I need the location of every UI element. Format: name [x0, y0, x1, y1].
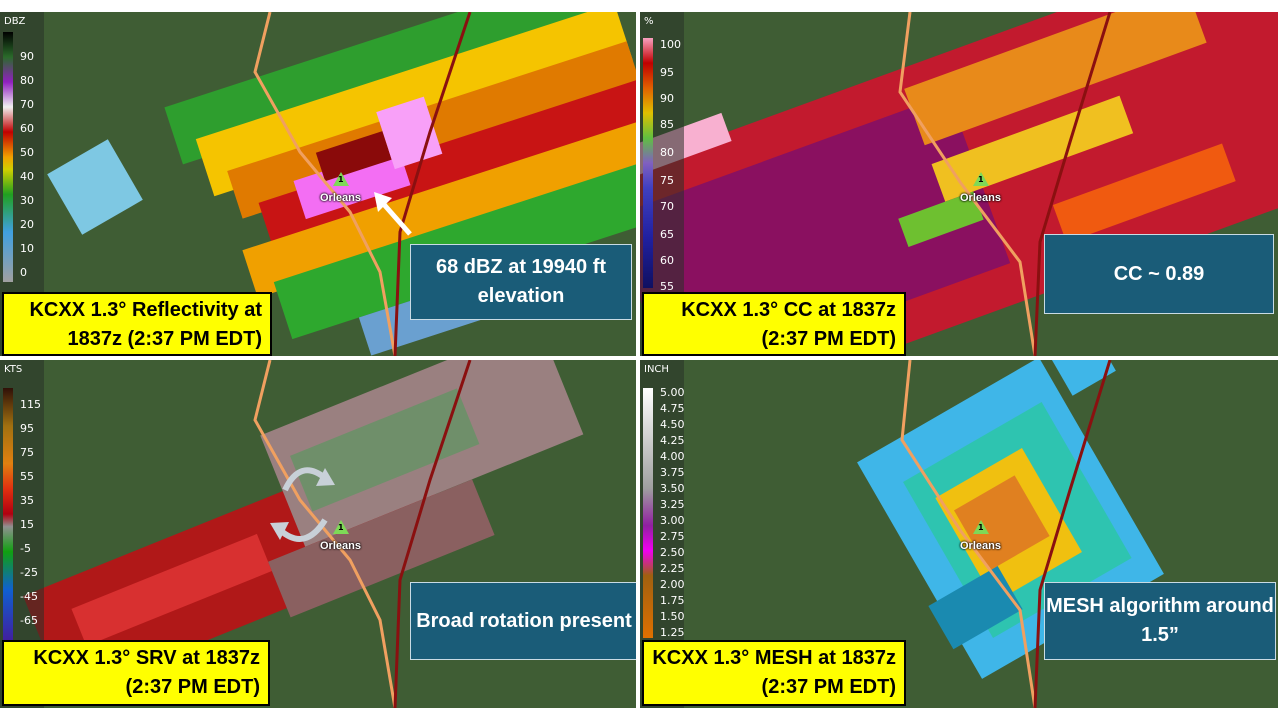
orleans-marker-icon: 1	[973, 520, 989, 534]
scale-tick: 80	[20, 74, 34, 87]
scale-unit: DBZ	[4, 16, 26, 27]
scale-tick: 40	[20, 170, 34, 183]
scale-tick: 3.25	[660, 498, 685, 511]
srv-panel: KTS 115 95 75 55 35 15 -5 -25 -45 -65 1 …	[0, 360, 636, 708]
scale-tick: 95	[660, 66, 674, 79]
note-box: MESH algorithm around 1.5”	[1044, 582, 1276, 660]
scale-tick: 4.75	[660, 402, 685, 415]
panel-title: KCXX 1.3° Reflectivity at 1837z (2:37 PM…	[2, 292, 272, 356]
scale-tick: 4.00	[660, 450, 685, 463]
scale-tick: 1.50	[660, 610, 685, 623]
scale-tick: -65	[20, 614, 38, 627]
reflectivity-panel: DBZ 90 80 70 60 50 40 30 20 10 0 1 Orlea…	[0, 12, 636, 356]
scale-tick: 70	[660, 200, 674, 213]
scale-tick: 5.00	[660, 386, 685, 399]
town-label: Orleans	[960, 540, 1001, 552]
rotation-icon	[270, 467, 335, 542]
scale-tick: 95	[20, 422, 34, 435]
scale-tick: 35	[20, 494, 34, 507]
note-box: Broad rotation present	[410, 582, 636, 660]
scale-tick: -45	[20, 590, 38, 603]
scale-tick: 1.25	[660, 626, 685, 639]
town-label: Orleans	[320, 540, 361, 552]
mesh-radar-map	[640, 360, 1278, 708]
scale-tick: 115	[20, 398, 41, 411]
scale-tick: 90	[20, 50, 34, 63]
scale-tick: 85	[660, 118, 674, 131]
note-box: 68 dBZ at 19940 ft elevation	[410, 244, 632, 320]
scale-tick: 2.50	[660, 546, 685, 559]
scale-tick: 2.75	[660, 530, 685, 543]
orleans-marker-icon: 1	[333, 172, 349, 186]
scale-unit: KTS	[4, 364, 23, 375]
panel-title: KCXX 1.3° SRV at 1837z (2:37 PM EDT)	[2, 640, 270, 706]
scale-tick: -5	[20, 542, 31, 555]
scale-tick: 4.50	[660, 418, 685, 431]
reflectivity-radar-map	[0, 12, 636, 356]
scale-tick: 90	[660, 92, 674, 105]
scale-tick: 3.00	[660, 514, 685, 527]
scale-tick: 80	[660, 146, 674, 159]
dbz-color-bar	[3, 32, 13, 282]
panel-title: KCXX 1.3° MESH at 1837z (2:37 PM EDT)	[642, 640, 906, 706]
scale-tick: -25	[20, 566, 38, 579]
orleans-marker-icon: 1	[973, 172, 989, 186]
orleans-marker-icon: 1	[333, 520, 349, 534]
scale-tick: 55	[660, 280, 674, 293]
scale-unit: INCH	[644, 364, 669, 375]
scale-tick: 55	[20, 470, 34, 483]
town-label: Orleans	[320, 192, 361, 204]
scale-tick: 3.50	[660, 482, 685, 495]
scale-tick: 10	[20, 242, 34, 255]
scale-tick: 20	[20, 218, 34, 231]
scale-tick: 70	[20, 98, 34, 111]
scale-tick: 60	[660, 254, 674, 267]
scale-unit: %	[644, 16, 654, 27]
scale-tick: 60	[20, 122, 34, 135]
scale-tick: 75	[20, 446, 34, 459]
scale-tick: 4.25	[660, 434, 685, 447]
mesh-color-bar	[643, 388, 653, 638]
panel-title: KCXX 1.3° CC at 1837z (2:37 PM EDT)	[642, 292, 906, 356]
scale-tick: 30	[20, 194, 34, 207]
scale-tick: 0	[20, 266, 27, 279]
scale-tick: 1.75	[660, 594, 685, 607]
scale-tick: 50	[20, 146, 34, 159]
cc-panel: % 100 95 90 85 80 75 70 65 60 55 1 Orlea…	[640, 12, 1278, 356]
scale-tick: 75	[660, 174, 674, 187]
scale-tick: 100	[660, 38, 681, 51]
scale-tick: 15	[20, 518, 34, 531]
scale-tick: 3.75	[660, 466, 685, 479]
srv-color-bar	[3, 388, 13, 640]
scale-tick: 2.25	[660, 562, 685, 575]
town-label: Orleans	[960, 192, 1001, 204]
note-box: CC ~ 0.89	[1044, 234, 1274, 314]
scale-tick: 65	[660, 228, 674, 241]
scale-tick: 2.00	[660, 578, 685, 591]
cc-color-bar	[643, 38, 653, 288]
arrow-icon	[374, 192, 412, 236]
mesh-panel: INCH 5.00 4.75 4.50 4.25 4.00 3.75 3.50 …	[640, 360, 1278, 708]
